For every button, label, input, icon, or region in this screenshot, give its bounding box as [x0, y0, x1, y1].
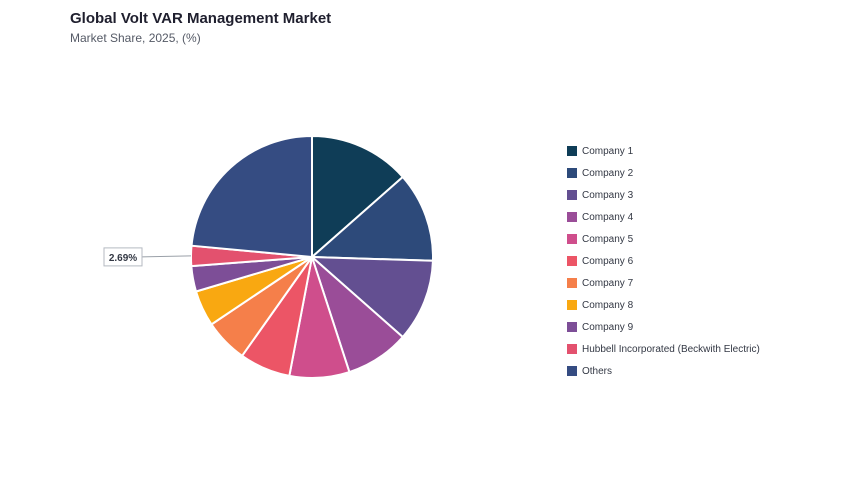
legend-item-company-2[interactable]: Company 2 [567, 162, 760, 184]
legend-item-company-8[interactable]: Company 8 [567, 294, 760, 316]
legend-label: Company 6 [582, 255, 634, 267]
legend-swatch [567, 234, 577, 244]
legend-label: Others [582, 365, 613, 377]
pie-slice-company-3[interactable] [311, 256, 434, 339]
legend-item-company-1[interactable]: Company 1 [567, 140, 760, 162]
legend-item-company-3[interactable]: Company 3 [567, 184, 760, 206]
chart-legend: Company 1 Company 2 Company 3 Company 4 Comp… [567, 140, 760, 382]
legend-label: Hubbell Incorporated (Beckwith Electric) [582, 343, 760, 355]
legend-swatch [567, 190, 577, 200]
legend-swatch [567, 146, 577, 156]
pie-slice-company-2[interactable] [311, 175, 434, 262]
legend-label: Company 4 [582, 211, 634, 223]
legend-swatch [567, 322, 577, 332]
legend-label: Company 5 [582, 233, 634, 245]
pie-slice-company-1[interactable] [311, 135, 404, 258]
chart-subtitle: Market Share, 2025, (%) [70, 31, 201, 45]
legend-swatch [567, 212, 577, 222]
legend-swatch [567, 366, 577, 376]
legend-item-company-4[interactable]: Company 4 [567, 206, 760, 228]
legend-swatch [567, 278, 577, 288]
legend-item-company-6[interactable]: Company 6 [567, 250, 760, 272]
chart-title: Global Volt VAR Management Market [70, 10, 332, 27]
legend-label: Company 7 [582, 277, 634, 289]
annotation-box [103, 247, 143, 267]
legend-swatch [567, 256, 577, 266]
legend-item-company-7[interactable]: Company 7 [567, 272, 760, 294]
legend-label: Company 1 [582, 145, 634, 157]
legend-item-others[interactable]: Others [567, 360, 760, 382]
annotation-label: 2.69% [109, 253, 137, 264]
legend-item-company-9[interactable]: Company 9 [567, 316, 760, 338]
legend-label: Company 2 [582, 167, 634, 179]
legend-label: Company 9 [582, 321, 634, 333]
annotation-leader-line [141, 255, 192, 258]
legend-swatch [567, 344, 577, 354]
legend-label: Company 8 [582, 299, 634, 311]
legend-item-company-5[interactable]: Company 5 [567, 228, 760, 250]
legend-label: Company 3 [582, 189, 634, 201]
legend-item-hubbell-incorporated-beckwith-electric[interactable]: Hubbell Incorporated (Beckwith Electric) [567, 338, 760, 360]
legend-swatch [567, 168, 577, 178]
legend-swatch [567, 300, 577, 310]
pie-slice-others[interactable] [190, 135, 313, 258]
